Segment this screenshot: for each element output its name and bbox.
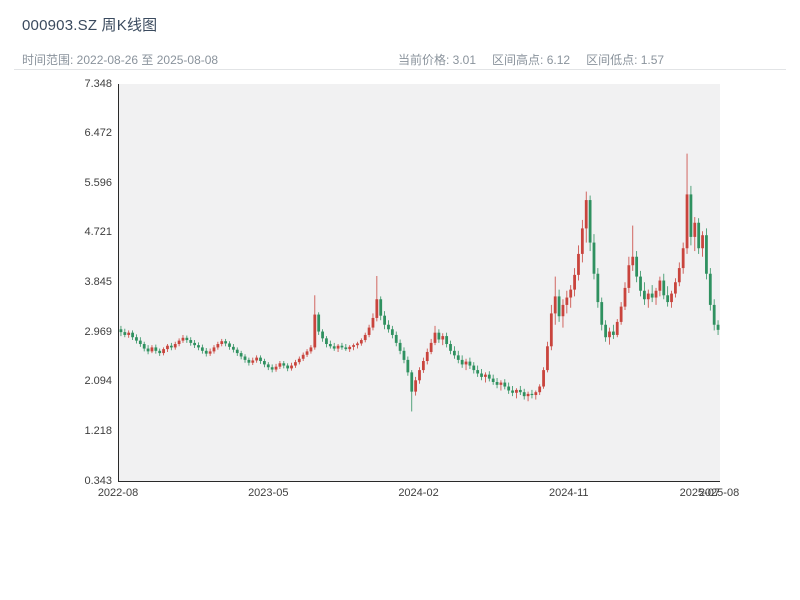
chart-title: 000903.SZ 周K线图 [22,17,158,34]
kline-chart [119,153,720,412]
y-tick-label: 2.094 [84,375,112,388]
time-range-label: 时间范围: 2022-08-26 至 2025-08-08 [22,53,219,67]
y-tick-label: 5.596 [84,176,112,189]
x-tick-label: 2025-07 [679,487,720,499]
price-stats: 当前价格: 3.01 区间高点: 6.12 区间低点: 1.57 [398,51,664,68]
y-tick-label: 4.721 [84,226,112,239]
y-tick-label: 0.343 [84,474,112,487]
x-tick-label: 2023-05 [248,487,289,499]
header-divider [14,69,786,70]
y-tick-label: 6.472 [84,127,112,140]
y-tick-label: 1.218 [84,424,112,437]
y-tick-label: 2.969 [84,325,112,338]
current-price-label: 当前价格: 3.01 [398,53,477,67]
range-low-label: 区间低点: 1.57 [586,53,665,67]
plot-area [118,84,720,482]
x-tick-label: 2024-11 [548,487,589,499]
y-tick-label: 7.348 [84,77,112,90]
x-tick-label: 2025-08 [698,487,740,499]
range-high-label: 区间高点: 6.12 [492,53,571,67]
x-tick-label: 2024-02 [398,487,439,499]
y-tick-label: 3.845 [84,276,112,289]
x-tick-label: 2022-08 [97,487,139,499]
